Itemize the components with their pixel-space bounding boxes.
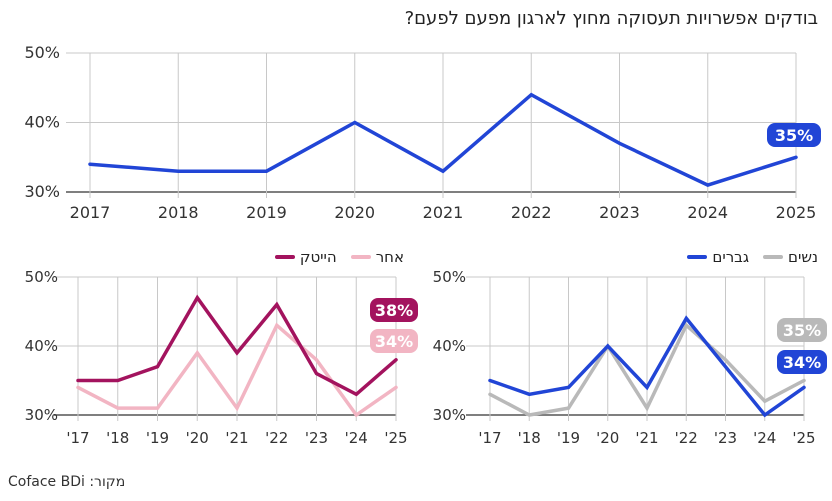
legend-swatch-other <box>350 255 371 259</box>
legend-item-men: גברים <box>687 248 749 266</box>
main-xtick-label-5: 2022 <box>511 203 552 222</box>
gender-xtick-label-3: '20 <box>596 429 619 447</box>
legend-sector: הייטק אחר <box>274 247 404 267</box>
sector-end-label-bg-1 <box>370 329 418 353</box>
sector-end-label-bg-0 <box>370 298 418 322</box>
gender-ytick-label-0: 30% <box>433 406 466 424</box>
main-ytick-label-2: 50% <box>24 43 60 62</box>
gender-xtick-label-7: '24 <box>753 429 776 447</box>
sector-xtick-label-4: '21 <box>225 429 248 447</box>
main-xtick-label-8: 2025 <box>776 203 817 222</box>
main-ytick-label-0: 30% <box>24 182 60 201</box>
legend-label-women: נשים <box>788 248 818 266</box>
main-xtick-label-4: 2021 <box>423 203 464 222</box>
sector-xtick-label-0: '17 <box>66 429 89 447</box>
legend-swatch-hitech <box>274 255 295 259</box>
gender-xtick-label-5: '22 <box>675 429 698 447</box>
sector-ytick-label-2: 50% <box>25 268 58 286</box>
gender-xtick-label-2: '19 <box>557 429 580 447</box>
sector-xtick-label-5: '22 <box>265 429 288 447</box>
main-xtick-label-6: 2023 <box>599 203 640 222</box>
gender-xtick-label-4: '21 <box>635 429 658 447</box>
main-end-label-0: 35% <box>775 126 813 145</box>
main-ytick-label-1: 40% <box>24 113 60 132</box>
main-xtick-label-7: 2024 <box>687 203 728 222</box>
gender-xtick-label-6: '23 <box>714 429 737 447</box>
main-xtick-label-0: 2017 <box>70 203 111 222</box>
legend-item-other: אחר <box>350 248 404 266</box>
sector-xtick-label-3: '20 <box>186 429 209 447</box>
gender-ytick-label-2: 50% <box>433 268 466 286</box>
gender-end-label-0: 34% <box>783 353 821 372</box>
main-xtick-label-2: 2019 <box>246 203 287 222</box>
sector-xtick-label-1: '18 <box>106 429 129 447</box>
gender-end-label-bg-0 <box>777 350 827 374</box>
sector-ytick-label-0: 30% <box>25 406 58 424</box>
main-end-label-bg-0 <box>767 123 821 147</box>
chart-title: בודקים אפשרויות תעסוקה מחוץ לארגון מפעם … <box>404 8 818 29</box>
gender-end-label-bg-1 <box>777 318 827 342</box>
sector-end-label-1: 34% <box>375 332 413 351</box>
sector-xtick-label-6: '23 <box>305 429 328 447</box>
legend-label-men: גברים <box>712 248 750 266</box>
main-xtick-label-1: 2018 <box>158 203 199 222</box>
gender-xtick-label-1: '18 <box>518 429 541 447</box>
sector-ytick-label-1: 40% <box>25 337 58 355</box>
legend-label-other: אחר <box>375 248 404 266</box>
gender-xtick-label-8: '25 <box>792 429 815 447</box>
sector-xtick-label-7: '24 <box>345 429 368 447</box>
gender-end-label-1: 35% <box>783 321 821 340</box>
legend-swatch-men <box>687 255 708 259</box>
legend-label-hitech: הייטק <box>299 248 337 266</box>
source-note: מקור: Coface BDi <box>8 474 126 490</box>
legend-swatch-women <box>763 255 784 259</box>
main-xtick-label-3: 2020 <box>334 203 375 222</box>
legend-item-women: נשים <box>763 248 818 266</box>
gender-xtick-label-0: '17 <box>478 429 501 447</box>
sector-xtick-label-8: '25 <box>384 429 407 447</box>
legend-item-hitech: הייטק <box>274 248 337 266</box>
legend-gender: גברים נשים <box>687 247 818 267</box>
sector-xtick-label-2: '19 <box>146 429 169 447</box>
gender-ytick-label-1: 40% <box>433 337 466 355</box>
sector-end-label-0: 38% <box>375 301 413 320</box>
